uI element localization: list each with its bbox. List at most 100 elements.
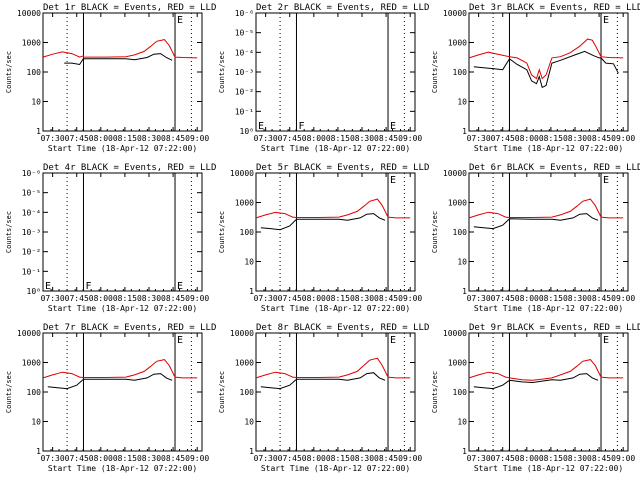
annotation-mark: F [298, 121, 304, 132]
annotation-mark: E [603, 175, 609, 186]
y-tick-label: 10⁻³ [235, 68, 254, 77]
annotation-mark: F [85, 281, 91, 292]
x-tick-label: 08:45 [161, 294, 185, 303]
y-axis-label: Counts/sec [218, 211, 226, 253]
y-tick-label: 10 [244, 418, 254, 427]
y-tick-label: 1000 [22, 359, 41, 368]
detector-panel-2: Det 2r BLACK = Events, RED = LLD 07:30 07:… [218, 3, 429, 153]
x-tick-label: 08:15 [539, 134, 563, 143]
panel-title: Det 1r BLACK = Events, RED = LLD [43, 3, 216, 13]
x-tick-label: 08:00 [515, 454, 539, 463]
panel-title: Det 4r BLACK = Events, RED = LLD [43, 163, 216, 173]
x-tick-label: 08:45 [374, 134, 398, 143]
detector-panel-8: Det 8r BLACK = Events, RED = LLD 07:30 07:… [218, 323, 429, 473]
y-axis-label: Counts/sec [431, 371, 439, 413]
y-tick-label: 1000 [448, 199, 467, 208]
x-tick-label: 08:15 [326, 294, 350, 303]
y-tick-label: 100 [453, 388, 468, 397]
x-tick-label: 08:45 [161, 454, 185, 463]
annotation-mark: E [177, 335, 183, 346]
x-tick-label: 08:30 [350, 134, 374, 143]
y-tick-label: 1 [249, 447, 254, 456]
x-tick-label: 08:00 [89, 134, 113, 143]
x-tick-label: 09:00 [185, 294, 209, 303]
x-tick-label: 08:15 [326, 134, 350, 143]
x-tick-label: 07:30 [41, 294, 65, 303]
series-events-line [260, 213, 386, 231]
x-tick-label: 09:00 [185, 454, 209, 463]
y-axis-label: Counts/sec [5, 211, 13, 253]
y-tick-label: 10⁻⁵ [235, 29, 254, 38]
panel-title: Det 7r BLACK = Events, RED = LLD [43, 323, 216, 333]
x-tick-label: 09:00 [185, 134, 209, 143]
annotation-mark: E [603, 15, 609, 26]
y-tick-label: 100 [453, 228, 468, 237]
x-tick-label: 08:15 [113, 454, 137, 463]
y-tick-label: 10000 [17, 9, 41, 18]
series-lld-line [255, 198, 411, 219]
x-axis-label: Start Time (18-Apr-12 07:22:00) [474, 464, 623, 473]
annotation-mark: E [390, 121, 396, 132]
y-tick-label: 10 [244, 258, 254, 267]
x-tick-label: 07:30 [41, 134, 65, 143]
y-tick-label: 10⁻¹ [22, 267, 41, 276]
x-tick-label: 09:00 [398, 294, 422, 303]
x-tick-label: 08:30 [350, 294, 374, 303]
x-tick-label: 08:15 [539, 294, 563, 303]
x-tick-label: 08:15 [539, 454, 563, 463]
y-tick-label: 10 [457, 98, 467, 107]
x-axis-label: Start Time (18-Apr-12 07:22:00) [48, 464, 197, 473]
panel-title: Det 8r BLACK = Events, RED = LLD [256, 323, 429, 333]
x-tick-label: 08:45 [587, 134, 611, 143]
series-lld-line [468, 38, 624, 80]
x-tick-label: 08:15 [113, 294, 137, 303]
series-events-line [473, 213, 599, 230]
x-tick-label: 08:00 [302, 134, 326, 143]
x-tick-label: 08:00 [515, 134, 539, 143]
x-tick-label: 08:15 [113, 134, 137, 143]
y-tick-label: 10000 [230, 329, 254, 338]
y-tick-label: 1000 [22, 39, 41, 48]
x-tick-label: 08:30 [350, 454, 374, 463]
detector-panel-4: Det 4r BLACK = Events, RED = LLD 07:30 07:… [5, 163, 216, 313]
annotation-mark: E [390, 175, 396, 186]
x-tick-label: 07:30 [254, 134, 278, 143]
y-axis-label: Counts/sec [431, 211, 439, 253]
y-tick-label: 10⁻³ [22, 228, 41, 237]
x-tick-label: 08:45 [374, 294, 398, 303]
y-axis-label: Counts/sec [431, 51, 439, 93]
y-axis-label: Counts/sec [218, 51, 226, 93]
y-tick-label: 1000 [448, 359, 467, 368]
y-tick-label: 1000 [448, 39, 467, 48]
x-tick-label: 07:45 [65, 294, 89, 303]
x-axis-label: Start Time (18-Apr-12 07:22:00) [261, 464, 410, 473]
y-tick-label: 10⁻¹ [235, 107, 254, 116]
x-tick-label: 08:00 [302, 294, 326, 303]
x-axis-label: Start Time (18-Apr-12 07:22:00) [261, 144, 410, 153]
y-tick-label: 10 [457, 258, 467, 267]
series-lld-line [468, 198, 624, 219]
y-tick-label: 100 [27, 68, 42, 77]
y-tick-label: 10000 [17, 329, 41, 338]
series-events-line [260, 372, 386, 390]
x-tick-label: 08:30 [137, 134, 161, 143]
series-lld-line [42, 39, 198, 59]
x-axis-label: Start Time (18-Apr-12 07:22:00) [261, 304, 410, 313]
x-tick-label: 08:00 [89, 294, 113, 303]
annotation-mark: E [177, 281, 183, 292]
detector-panel-3: Det 3r BLACK = Events, RED = LLD 07:30 07:… [431, 3, 640, 153]
y-axis-label: Counts/sec [5, 51, 13, 93]
x-tick-label: 09:00 [611, 454, 635, 463]
x-axis-label: Start Time (18-Apr-12 07:22:00) [48, 304, 197, 313]
panel-title: Det 9r BLACK = Events, RED = LLD [469, 323, 640, 333]
x-tick-label: 07:30 [467, 134, 491, 143]
panel-title: Det 6r BLACK = Events, RED = LLD [469, 163, 640, 173]
y-tick-label: 10⁻⁴ [22, 208, 41, 217]
y-axis-label: Counts/sec [218, 371, 226, 413]
x-tick-label: 08:30 [137, 294, 161, 303]
x-tick-label: 09:00 [611, 294, 635, 303]
y-tick-label: 1 [36, 447, 41, 456]
x-tick-label: 08:00 [302, 454, 326, 463]
x-tick-label: 08:00 [515, 294, 539, 303]
